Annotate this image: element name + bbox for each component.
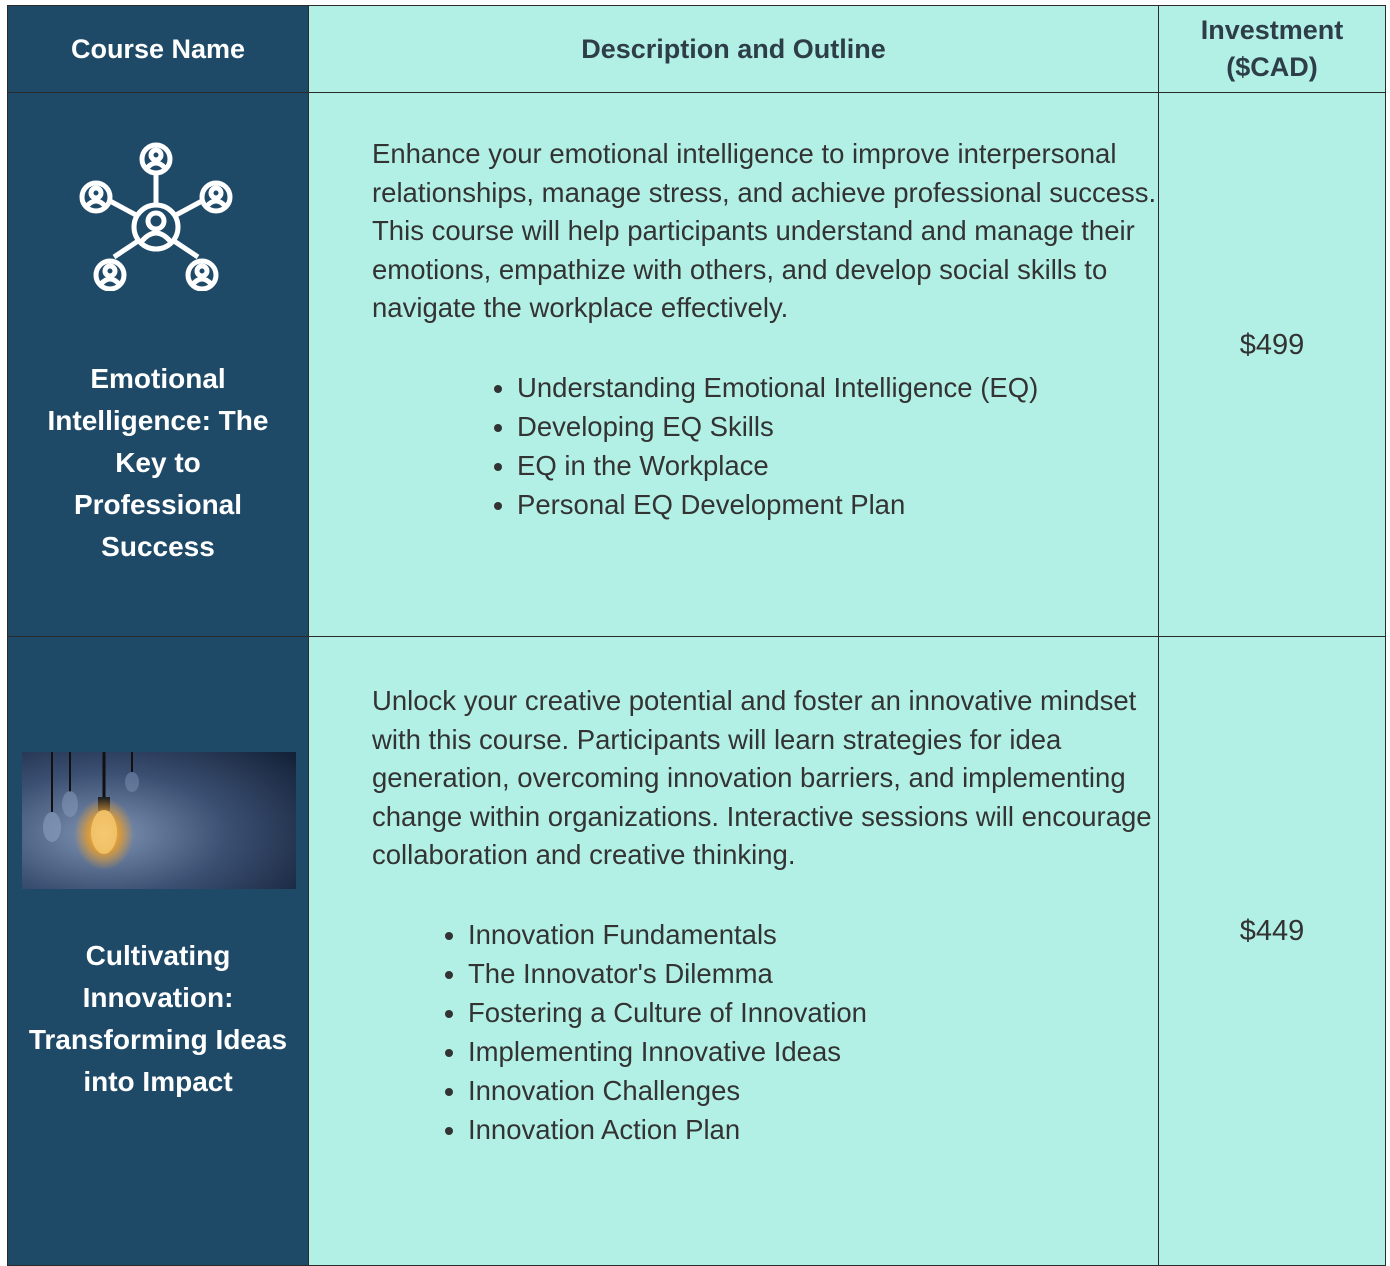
price-cell: $449 (1158, 636, 1386, 1266)
header-text: Investment ($CAD) (1200, 15, 1344, 82)
header-cell: Investment ($CAD) (1158, 5, 1386, 93)
description-block: Unlock your creative potential and foste… (372, 682, 1157, 1149)
lightbulb-image (22, 752, 296, 889)
header-text: Course Name (70, 33, 246, 64)
outline-item: Developing EQ Skills (517, 407, 1157, 446)
name-cell: Emotional Intelligence: The Key to Profe… (7, 92, 309, 637)
description-cell: Enhance your emotional intelligence to i… (308, 92, 1159, 637)
description: Enhance your emotional intelligence to i… (372, 138, 1157, 323)
outline-item: Innovation Challenges (468, 1071, 1157, 1110)
description-cell: Unlock your creative potential and foste… (308, 636, 1159, 1266)
outline-item: Personal EQ Development Plan (517, 485, 1157, 524)
outline-item: Innovation Fundamentals (468, 915, 1157, 954)
description: Unlock your creative potential and foste… (372, 685, 1152, 870)
outline-item: Fostering a Culture of Innovation (468, 993, 1157, 1032)
price: $449 (1239, 915, 1305, 947)
outline-item: Implementing Innovative Ideas (468, 1032, 1157, 1071)
price-cell: $499 (1158, 92, 1386, 637)
header-cell: Course Name (7, 5, 309, 93)
outline-item: The Innovator's Dilemma (468, 954, 1157, 993)
header-cell: Description and Outline (308, 5, 1159, 93)
price: $499 (1239, 329, 1305, 361)
outline-item: Understanding Emotional Intelligence (EQ… (517, 368, 1157, 407)
outline-item: Innovation Action Plan (468, 1110, 1157, 1149)
name-cell: Cultivating Innovation: Transforming Ide… (7, 636, 309, 1266)
outline-item: EQ in the Workplace (517, 446, 1157, 485)
description-block: Enhance your emotional intelligence to i… (372, 135, 1157, 524)
network-icon (79, 142, 233, 291)
header-text: Description and Outline (581, 33, 886, 64)
course-name: Emotional Intelligence: The Key to Profe… (47, 363, 269, 562)
course-name: Cultivating Innovation: Transforming Ide… (28, 940, 288, 1097)
outline-list: Understanding Emotional Intelligence (EQ… (372, 368, 1157, 524)
outline-list: Innovation FundamentalsThe Innovator's D… (372, 915, 1157, 1149)
